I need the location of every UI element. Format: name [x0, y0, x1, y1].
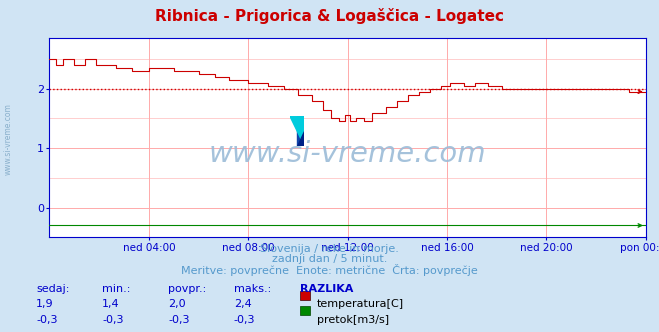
Bar [297, 116, 304, 146]
Text: Ribnica - Prigorica & Logaščica - Logatec: Ribnica - Prigorica & Logaščica - Logate… [155, 8, 504, 24]
Text: Slovenija / reke in morje.: Slovenija / reke in morje. [260, 244, 399, 254]
Text: Meritve: povprečne  Enote: metrične  Črta: povprečje: Meritve: povprečne Enote: metrične Črta:… [181, 264, 478, 276]
Text: RAZLIKA: RAZLIKA [300, 284, 353, 294]
Text: povpr.:: povpr.: [168, 284, 206, 294]
Text: pretok[m3/s]: pretok[m3/s] [317, 315, 389, 325]
Polygon shape [290, 116, 304, 146]
Text: 1,9: 1,9 [36, 299, 54, 309]
Text: -0,3: -0,3 [36, 315, 58, 325]
Text: min.:: min.: [102, 284, 130, 294]
Text: zadnji dan / 5 minut.: zadnji dan / 5 minut. [272, 254, 387, 264]
Text: 2,0: 2,0 [168, 299, 186, 309]
Text: 1,4: 1,4 [102, 299, 120, 309]
Polygon shape [297, 131, 304, 146]
Text: maks.:: maks.: [234, 284, 272, 294]
Text: -0,3: -0,3 [102, 315, 124, 325]
Text: 2,4: 2,4 [234, 299, 252, 309]
Text: -0,3: -0,3 [168, 315, 190, 325]
Text: -0,3: -0,3 [234, 315, 256, 325]
Text: sedaj:: sedaj: [36, 284, 70, 294]
Text: www.si-vreme.com: www.si-vreme.com [209, 140, 486, 168]
Text: temperatura[C]: temperatura[C] [317, 299, 404, 309]
Text: www.si-vreme.com: www.si-vreme.com [4, 104, 13, 175]
